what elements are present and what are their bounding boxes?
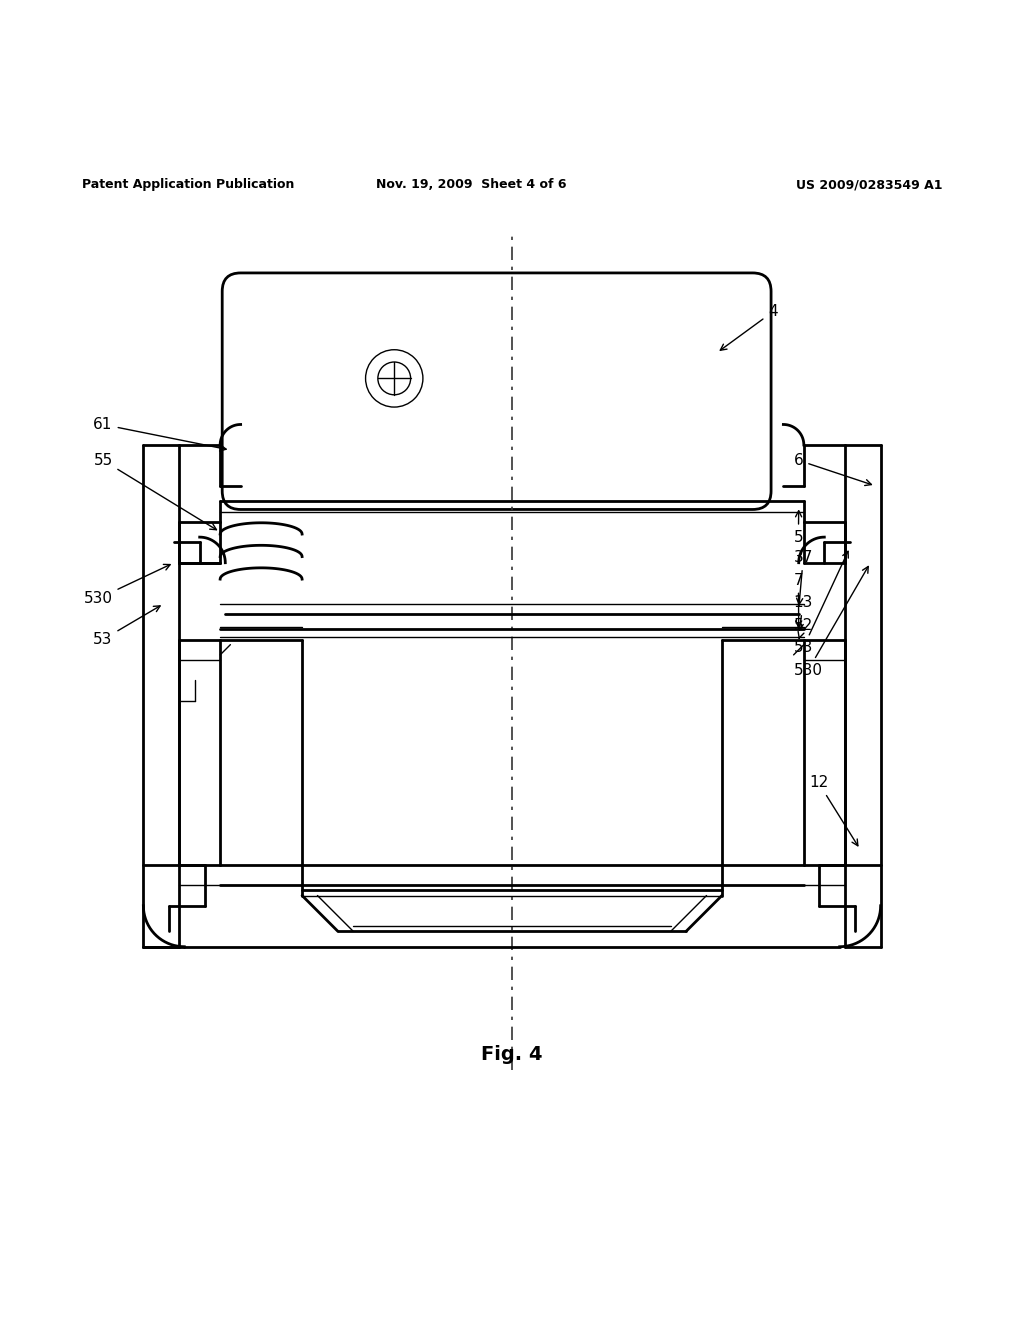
Text: US 2009/0283549 A1: US 2009/0283549 A1: [796, 178, 942, 191]
Text: 53: 53: [93, 606, 160, 647]
Text: 7: 7: [794, 573, 803, 627]
Text: 6: 6: [794, 453, 871, 486]
Text: 61: 61: [93, 417, 226, 451]
FancyBboxPatch shape: [222, 273, 771, 510]
Text: 5: 5: [794, 511, 803, 545]
Text: 53: 53: [794, 552, 848, 655]
Text: 37: 37: [794, 550, 813, 605]
Text: 12: 12: [809, 775, 858, 846]
Text: 52: 52: [794, 618, 813, 639]
Text: 13: 13: [794, 595, 813, 630]
Text: 4: 4: [720, 305, 777, 350]
Text: Nov. 19, 2009  Sheet 4 of 6: Nov. 19, 2009 Sheet 4 of 6: [376, 178, 566, 191]
Text: Fig. 4: Fig. 4: [481, 1044, 543, 1064]
Circle shape: [366, 350, 423, 407]
Circle shape: [378, 362, 411, 395]
Text: 55: 55: [93, 453, 216, 529]
Text: 530: 530: [84, 565, 170, 606]
Text: 530: 530: [794, 566, 868, 677]
Text: Patent Application Publication: Patent Application Publication: [82, 178, 294, 191]
